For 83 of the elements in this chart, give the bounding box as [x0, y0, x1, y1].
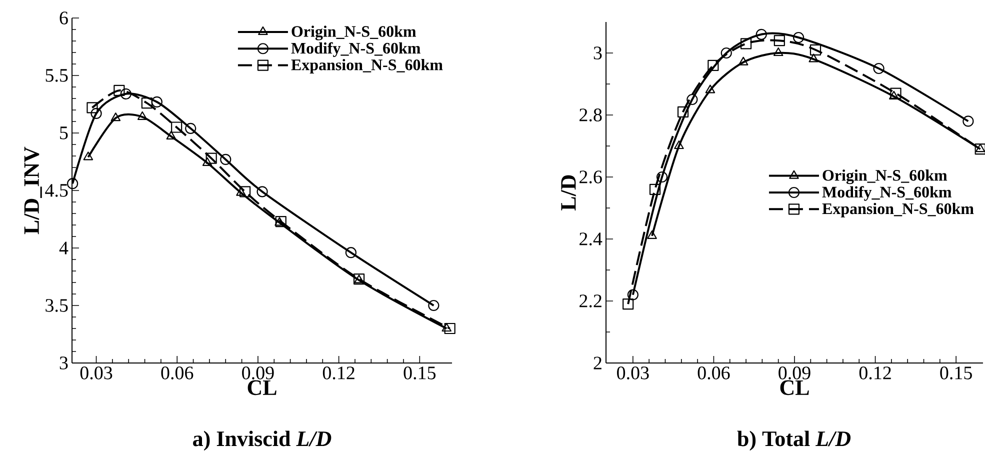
x-axis-title: CL — [780, 380, 809, 396]
x-tick-label: 0.12 — [859, 366, 891, 380]
point — [773, 47, 784, 56]
point — [890, 88, 902, 99]
point — [647, 230, 657, 239]
point — [622, 298, 634, 310]
text: a) Inviscid L/D — [193, 430, 332, 451]
point — [720, 47, 732, 59]
point — [220, 154, 232, 165]
x-tick-label: 0.09 — [778, 366, 810, 380]
point — [792, 32, 804, 44]
point — [708, 60, 719, 71]
y-tick-label: 4 — [59, 242, 68, 254]
point — [774, 35, 785, 46]
y-tick-label: 2.8 — [580, 108, 602, 122]
point — [975, 144, 985, 152]
point — [114, 84, 125, 96]
x-tick-label: 0.09 — [242, 366, 274, 380]
point — [345, 247, 356, 258]
point — [90, 108, 102, 119]
point — [256, 186, 268, 198]
point — [442, 322, 452, 332]
point — [756, 28, 767, 40]
point — [185, 122, 196, 134]
x-tick-label: 0.06 — [698, 366, 730, 380]
point — [428, 300, 440, 312]
x-tick-label: 0.15 — [940, 366, 972, 380]
y-tick-label: 2.6 — [580, 170, 602, 184]
y-tick-label: 4.5 — [45, 184, 68, 197]
point — [656, 171, 668, 183]
legend-label: Modify_N-S_60km — [822, 186, 952, 201]
point — [873, 62, 884, 74]
point — [649, 184, 661, 195]
point — [274, 217, 284, 226]
point — [67, 178, 78, 190]
point — [86, 102, 98, 114]
x-tick-label: 0.12 — [322, 366, 354, 380]
point — [141, 98, 152, 109]
point — [239, 186, 251, 198]
point — [120, 88, 132, 100]
y-tick-label: 5.5 — [46, 69, 68, 82]
legend-label: Modify_N-S_60km — [291, 42, 420, 57]
point — [110, 112, 121, 122]
point — [236, 187, 246, 196]
y-axis-title: L/D — [561, 175, 576, 210]
point — [962, 116, 974, 127]
y-tick-label: 2 — [594, 356, 602, 370]
point — [202, 157, 212, 166]
point — [674, 140, 684, 150]
point — [810, 44, 822, 56]
y-axis-title: L/D_INV — [24, 146, 42, 234]
legend-label: Origin_N-S_60km — [292, 26, 416, 40]
point — [686, 94, 698, 106]
x-tick-label: 0.03 — [80, 366, 112, 380]
point — [275, 216, 286, 228]
point — [974, 144, 985, 155]
point — [888, 90, 899, 100]
y-tick-label: 6 — [60, 12, 68, 24]
point — [738, 56, 748, 66]
point — [705, 84, 716, 94]
x-axis-title: CL — [248, 380, 276, 396]
point — [444, 322, 456, 334]
legend-label: Origin_N-S_60km — [822, 170, 948, 184]
x-tick-label: 0.15 — [404, 366, 436, 380]
point — [677, 106, 689, 118]
point — [627, 289, 638, 300]
legend-label: Expansion_N-S_60km — [291, 59, 443, 74]
point — [206, 152, 217, 164]
x-tick-label: 0.03 — [617, 366, 649, 380]
text: b) Total L/D — [737, 430, 851, 451]
point — [83, 152, 94, 160]
x-tick-label: 0.06 — [161, 366, 194, 380]
y-tick-label: 2.2 — [580, 294, 602, 308]
point — [151, 96, 162, 108]
legend-label: Expansion_N-S_60km — [822, 202, 974, 218]
point — [740, 38, 752, 50]
point — [808, 54, 818, 62]
y-tick-label: 2.4 — [580, 232, 602, 246]
y-tick-label: 5 — [60, 126, 68, 140]
y-tick-label: 3.5 — [46, 299, 68, 312]
y-tick-label: 3 — [60, 356, 68, 370]
y-tick-label: 3 — [594, 46, 602, 60]
point — [137, 111, 148, 120]
